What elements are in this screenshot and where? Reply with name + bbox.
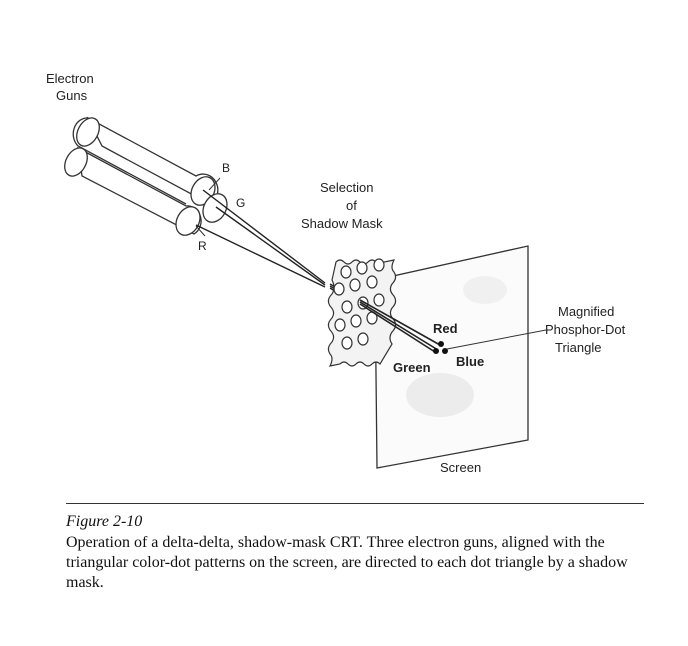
beam-to-screen bbox=[359, 299, 441, 353]
caption-text: Operation of a delta-delta, shadow-mask … bbox=[66, 534, 628, 591]
green-dot-label: Green bbox=[393, 360, 431, 375]
figure-caption: Figure 2-10 Operation of a delta-delta, … bbox=[66, 513, 656, 593]
shadow-mask-label-1: Selection bbox=[320, 180, 373, 195]
shadow-mask-label-3: Shadow Mask bbox=[301, 216, 383, 231]
electron-guns-drawing bbox=[64, 116, 228, 236]
gun-r-label: R bbox=[198, 239, 207, 253]
gun-b-label: B bbox=[222, 161, 230, 175]
magnified-label-2: Phosphor-Dot bbox=[545, 322, 626, 337]
magnified-leader-line bbox=[446, 329, 547, 350]
phosphor-screen bbox=[374, 245, 529, 469]
shadow-mask-label-2: of bbox=[346, 198, 357, 213]
electron-guns-label-1: Electron bbox=[46, 71, 94, 86]
shadow-mask-fragment bbox=[327, 258, 397, 367]
gun-b-leader bbox=[208, 177, 221, 191]
magnified-label-1: Magnified bbox=[558, 304, 614, 319]
figure-number: Figure 2-10 bbox=[66, 513, 143, 530]
caption-divider bbox=[66, 503, 644, 504]
screen-label: Screen bbox=[440, 460, 481, 475]
phosphor-dot-triangle bbox=[433, 341, 448, 354]
gun-r-leader bbox=[195, 225, 206, 237]
electron-guns-label-2: Guns bbox=[56, 88, 88, 103]
magnified-label-3: Triangle bbox=[555, 340, 601, 355]
blue-dot-label: Blue bbox=[456, 354, 484, 369]
gun-g-label: G bbox=[236, 196, 245, 210]
shadow-mask-crt-illustration: Electron Guns B G R Selection of Shadow … bbox=[46, 71, 626, 475]
red-dot-label: Red bbox=[433, 321, 458, 336]
